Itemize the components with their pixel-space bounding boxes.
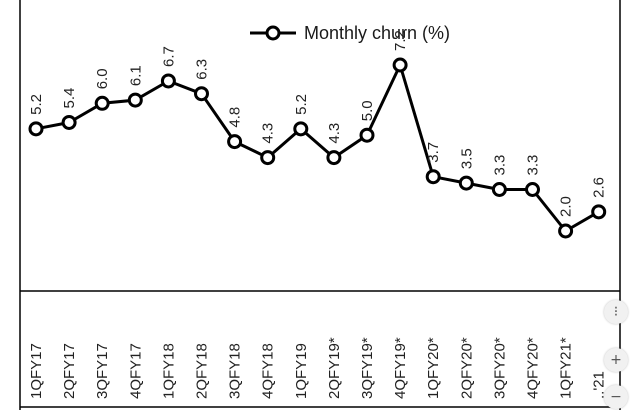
- data-point: [127, 92, 143, 108]
- data-label: 3.3: [491, 155, 508, 176]
- data-label: 3.7: [425, 142, 442, 163]
- data-point: [525, 182, 540, 197]
- x-tick-label: 3QFY20*: [491, 337, 508, 399]
- data-labels: 5.2 5.4 6.0 6.1 6.7 6.3 4.8 4.3 5.2 4.3 5.0 7.2 3.7 3…: [28, 30, 608, 217]
- data-point: [591, 204, 607, 220]
- series-line-monthly-churn: [35, 63, 600, 233]
- x-tick-label: 2QFY20*: [458, 337, 475, 399]
- data-point: [491, 182, 507, 197]
- zoom-handle-icon[interactable]: ⁝: [604, 300, 628, 324]
- x-tick-label: 3QFY18: [227, 343, 244, 399]
- x-tick-label: 3QFY17: [94, 343, 111, 399]
- legend: Monthly churn (%): [250, 23, 450, 43]
- x-tick-label: 1QFY19: [293, 343, 310, 399]
- zoom-in-button[interactable]: +: [604, 348, 628, 372]
- x-tick-label: 2QFY17: [61, 343, 78, 399]
- data-label: 5.0: [359, 100, 376, 121]
- data-point: [160, 73, 176, 89]
- data-label: 5.4: [61, 88, 78, 109]
- x-tick-label: 1QFY21*: [558, 337, 575, 399]
- x-tick-label: 2QFY19*: [326, 337, 343, 399]
- data-label: 7.2: [392, 30, 409, 51]
- data-label: 6.3: [194, 59, 211, 80]
- x-tick-label: 4QFY18: [260, 343, 277, 399]
- data-point: [558, 223, 574, 239]
- data-point: [227, 134, 243, 150]
- data-point: [326, 150, 342, 166]
- x-tick-label: 3QFY19*: [359, 337, 376, 399]
- data-point: [425, 169, 441, 185]
- data-label: 6.7: [160, 46, 177, 67]
- x-tick-label: 2QFY18: [194, 343, 211, 399]
- legend-label: Monthly churn (%): [304, 23, 450, 43]
- plot-frame: [19, 0, 621, 410]
- zoom-out-button[interactable]: −: [604, 385, 628, 409]
- x-tick-label: 4QFY19*: [392, 337, 409, 399]
- data-label: 4.3: [260, 123, 277, 144]
- data-label: 2.0: [558, 196, 575, 217]
- x-tick-label: 1QFY18: [160, 343, 177, 399]
- data-label: 4.8: [227, 107, 244, 128]
- data-label: 5.2: [28, 94, 45, 115]
- data-label: 2.6: [591, 177, 608, 198]
- series-layer: [28, 57, 607, 239]
- data-point: [458, 175, 474, 191]
- x-tick-label: 1QFY20*: [425, 337, 442, 399]
- data-label: 3.3: [525, 155, 542, 176]
- data-point: [392, 57, 408, 73]
- data-point: [194, 86, 209, 102]
- x-tick-label: 4QFY17: [127, 343, 144, 399]
- data-point: [359, 127, 375, 143]
- data-label: 5.2: [293, 94, 310, 115]
- legend-marker: [265, 25, 281, 41]
- data-label: 3.5: [458, 148, 475, 169]
- data-point: [260, 150, 276, 166]
- data-point: [94, 95, 110, 111]
- x-tick-label: ..'21: [591, 371, 608, 399]
- data-label: 6.0: [94, 68, 111, 89]
- x-tick-label: 1QFY17: [28, 343, 45, 399]
- data-label: 6.1: [127, 65, 144, 86]
- x-tick-label: 4QFY20*: [525, 337, 542, 399]
- data-point: [28, 121, 44, 137]
- data-label: 4.3: [326, 123, 343, 144]
- x-axis-tick-labels: 1QFY17 2QFY17 3QFY17 4QFY17 1QFY18 2QFY18 3QFY…: [28, 337, 608, 399]
- data-point: [293, 121, 309, 137]
- data-point: [61, 114, 77, 130]
